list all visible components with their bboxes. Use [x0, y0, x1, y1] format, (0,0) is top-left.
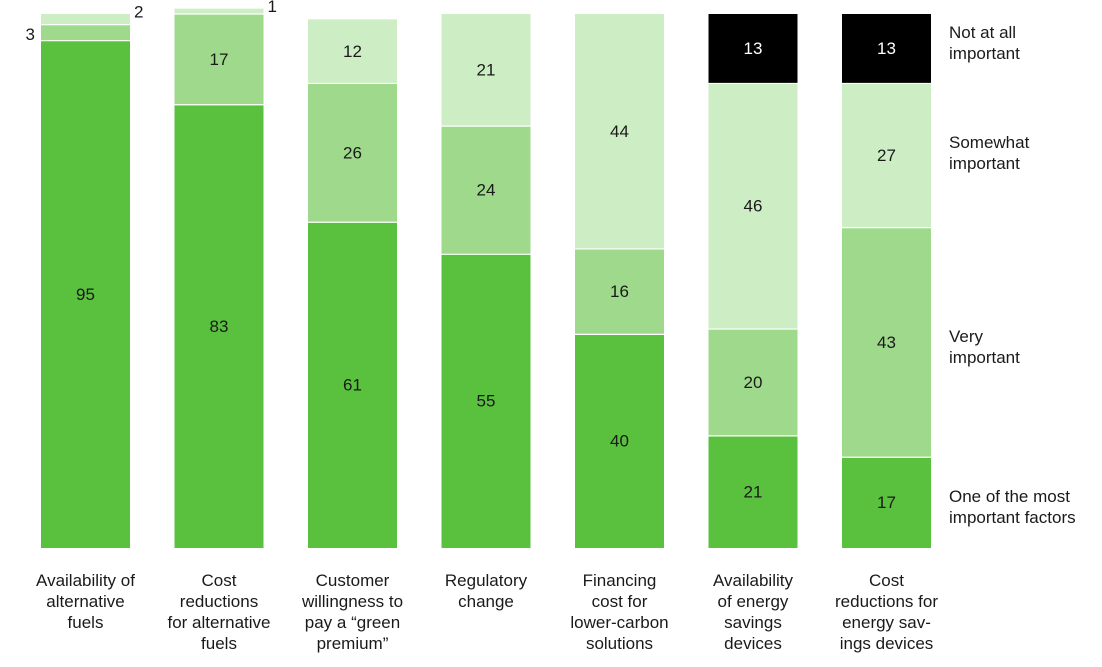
category-label: Financing cost for lower-carbon solutions	[558, 570, 682, 654]
legend-label-line: One of the most	[949, 487, 1070, 506]
bar-segment	[708, 14, 798, 84]
category-label-line: reductions for	[835, 592, 938, 611]
data-label: 12	[343, 42, 362, 61]
data-label: 95	[76, 285, 95, 304]
category-label-line: savings	[724, 613, 782, 632]
bar-segment	[41, 40, 130, 548]
category-label-line: willingness to	[301, 592, 404, 611]
data-label: 61	[343, 376, 362, 395]
bar-segment	[842, 457, 931, 548]
bar-segment	[441, 254, 531, 549]
bar-segment	[41, 14, 130, 25]
category-label-line: Cost	[869, 571, 904, 590]
category-label-line: fuels	[67, 613, 104, 632]
category-label-line: ings devices	[839, 634, 934, 653]
data-label: 27	[877, 146, 896, 165]
data-label: 20	[744, 373, 763, 392]
category-label: Cost reductions for alternative fuels	[157, 570, 281, 654]
legend-label-line: Somewhat	[949, 133, 1030, 152]
category-label-line: energy sav-	[842, 613, 931, 632]
data-label: 16	[610, 282, 629, 301]
category-label-line: Financing	[582, 571, 657, 590]
data-label: 17	[210, 50, 229, 69]
legend-label-line: Very	[949, 327, 984, 346]
data-label: 43	[877, 333, 896, 352]
legend-label-line: important	[949, 44, 1020, 63]
bar-segment	[708, 435, 798, 548]
category-label-line: cost for	[591, 592, 648, 611]
bar-segment	[575, 14, 664, 249]
category-label-line: lower-carbon	[570, 613, 669, 632]
legend-item: Very important	[949, 326, 1020, 368]
data-label: 3	[26, 25, 35, 44]
category-label-line: devices	[724, 634, 782, 653]
bar-segment	[708, 329, 798, 436]
legend-label-line: important factors	[949, 508, 1076, 527]
data-label: 44	[610, 122, 629, 141]
bar-segment	[308, 19, 397, 84]
bar-segment	[575, 334, 664, 548]
category-label-line: pay a “green	[304, 613, 401, 632]
category-label-line: reductions	[179, 592, 259, 611]
data-label: 13	[744, 39, 763, 58]
bar-segment	[842, 227, 931, 458]
data-label: 83	[210, 317, 229, 336]
data-label: 17	[877, 493, 896, 512]
category-label: Availability of energy savings devices	[691, 570, 815, 654]
data-label: 55	[477, 392, 496, 411]
bar-segment	[174, 104, 264, 548]
data-label: 26	[343, 143, 362, 162]
bar-segment	[174, 14, 264, 105]
bar-segment	[842, 14, 931, 84]
category-label-line: alternative	[46, 592, 125, 611]
category-label-line: Cost	[201, 571, 237, 590]
bar-segment	[842, 83, 931, 228]
category-label-line: Regulatory	[444, 571, 528, 590]
bar-segment	[441, 14, 531, 127]
bar-segment	[308, 222, 397, 548]
legend-item: Not at all important	[949, 22, 1020, 64]
bar-segment	[708, 83, 798, 330]
category-label-line: solutions	[585, 634, 654, 653]
category-label-line: change	[458, 592, 514, 611]
legend-item: Somewhat important	[949, 132, 1029, 174]
bar-segment	[575, 248, 664, 335]
data-label: 21	[744, 482, 763, 501]
data-label: 40	[610, 432, 629, 451]
data-label: 21	[477, 61, 496, 80]
bar-segment	[308, 83, 397, 223]
legend-label-line: Not at all	[949, 23, 1017, 42]
bar-segment	[441, 126, 531, 255]
category-label: Regulatory change	[424, 570, 548, 612]
legend-item: One of the most important factors	[949, 486, 1076, 528]
bar-segment	[174, 8, 264, 14]
category-label-line: of energy	[717, 592, 789, 611]
data-label: 2	[134, 3, 143, 22]
category-label-line: Availability	[712, 571, 793, 590]
data-label: 46	[744, 197, 763, 216]
category-label-line: Availability of	[36, 571, 135, 590]
category-label-line: fuels	[201, 634, 237, 653]
category-label: Availability of alternative fuels	[24, 570, 148, 633]
legend-label-line: important	[949, 348, 1020, 367]
data-label: 24	[477, 181, 496, 200]
category-label-line: Customer	[315, 571, 390, 590]
category-label-line: for alternative	[167, 613, 271, 632]
category-label: Cost reductions for energy sav-ings device…	[825, 570, 949, 654]
bar-segment	[41, 24, 130, 41]
category-label-line: premium”	[316, 634, 389, 653]
category-label: Customer willingness to pay a “green premiu…	[291, 570, 415, 654]
legend-label-line: important	[949, 154, 1020, 173]
data-label: 13	[877, 39, 896, 58]
data-label: 1	[268, 0, 277, 16]
